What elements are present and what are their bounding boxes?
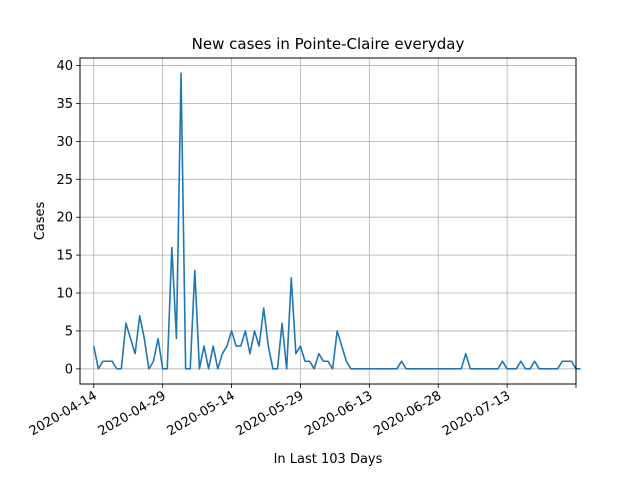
chart-title: New cases in Pointe-Claire everyday (192, 35, 465, 53)
plot-frame (79, 57, 577, 385)
y-tick-label: 10 (56, 287, 73, 302)
x-tick-label: 2020-06-13 (302, 388, 375, 439)
x-tick-label: 2020-07-13 (440, 388, 513, 439)
series-line (92, 72, 581, 370)
y-tick-label: 25 (56, 173, 73, 188)
x-axis-label: In Last 103 Days (274, 452, 383, 467)
x-tick-label: 2020-06-28 (371, 388, 444, 439)
y-tick-label: 35 (56, 97, 73, 112)
x-tick-label: 2020-05-29 (234, 388, 307, 439)
y-tick-label: 20 (56, 211, 73, 226)
plot-series (92, 72, 581, 370)
x-axis: 2020-04-142020-04-292020-05-142020-05-29… (27, 384, 577, 439)
x-tick-label: 2020-04-29 (96, 388, 169, 439)
x-tick-label: 2020-05-14 (165, 388, 238, 439)
y-axis-label: Cases (33, 201, 48, 240)
grid (80, 58, 577, 384)
y-tick-label: 40 (56, 59, 73, 74)
y-tick-label: 30 (56, 135, 73, 150)
x-tick-label: 2020-04-14 (27, 388, 100, 439)
y-axis: 0 5 10 15 20 25 30 35 40 (56, 59, 80, 377)
y-tick-label: 0 (65, 362, 73, 377)
y-tick-label: 5 (65, 324, 73, 339)
y-tick-label: 15 (56, 249, 73, 264)
